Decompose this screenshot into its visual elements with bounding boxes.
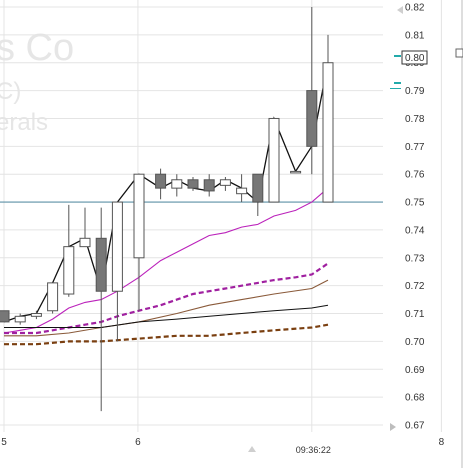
time-marker-triangle-icon (248, 446, 256, 452)
last-price-box (401, 50, 428, 65)
y-tick-label: 0.73 (405, 253, 425, 264)
y-tick-label: 0.72 (405, 281, 425, 292)
marker-bar (390, 88, 401, 89)
price-markers (390, 55, 401, 89)
y-tick-label: 0.67 (405, 421, 425, 432)
candle-body (203, 179, 215, 192)
marker-bar (394, 55, 401, 57)
candle-body (63, 246, 75, 295)
panel-handle-icon[interactable] (455, 48, 463, 58)
candle-body (236, 187, 248, 195)
x-tick-label: 5 (1, 437, 7, 448)
y-tick-label: 0.68 (405, 393, 425, 404)
candle-body (290, 170, 302, 174)
y-tick-label: 0.71 (405, 309, 425, 320)
watermark-line-1: s Co (0, 27, 74, 69)
watermark-line-3: erals (0, 109, 48, 136)
series-ema-fast (3, 187, 329, 334)
x-axis[interactable]: 5 6 09:36:22 8 (1, 437, 444, 455)
series-ema-slow-dashed (4, 323, 329, 346)
y-tick-label: 0.78 (405, 114, 425, 125)
y-tick-label: 0.82 (405, 3, 425, 14)
x-tick-label: 8 (439, 437, 445, 448)
candle-body (268, 117, 280, 203)
series-sma-black (4, 304, 329, 328)
x-tick-label: 6 (135, 437, 141, 448)
marker-bar (394, 82, 401, 84)
candle-body (79, 237, 91, 248)
watermark-line-2: C) (0, 78, 21, 105)
last-price-label: 0.80 (405, 53, 425, 64)
candle-body (171, 179, 183, 189)
last-price-tag: 0.80 (401, 50, 428, 65)
candle-body (47, 282, 59, 312)
scroll-left-triangle-icon[interactable] (397, 6, 403, 14)
y-tick-label: 0.77 (405, 142, 425, 153)
x-tick-label: 09:36:22 (296, 445, 331, 455)
candle-body (0, 310, 10, 323)
candle-body (187, 179, 199, 189)
y-axis[interactable]: 0.82 0.81 0.80 0.79 0.78 0.77 0.76 0.75 0.74 0.73… (405, 3, 425, 432)
candle-body (219, 179, 231, 186)
candle-body (95, 237, 107, 292)
series-ema-slow (4, 279, 329, 337)
candle-body (133, 173, 145, 259)
y-tick-label: 0.74 (405, 225, 425, 236)
axis-marker-triangle-icon (390, 423, 396, 431)
candle-body (322, 62, 334, 203)
y-tick-label: 0.70 (405, 337, 425, 348)
candle-body (155, 173, 167, 189)
y-tick-label: 0.79 (405, 86, 425, 97)
candles (0, 7, 334, 412)
candle-body (111, 201, 123, 292)
y-tick-label: 0.81 (405, 30, 425, 41)
series-ema-mid-dashed (4, 262, 329, 335)
candle-body (306, 90, 318, 147)
y-tick-label: 0.75 (405, 198, 425, 209)
candle-body (14, 315, 26, 323)
y-tick-label: 0.69 (405, 365, 425, 376)
y-tick-label: 0.76 (405, 170, 425, 181)
candle-body (30, 313, 42, 317)
candle-body (252, 173, 264, 203)
